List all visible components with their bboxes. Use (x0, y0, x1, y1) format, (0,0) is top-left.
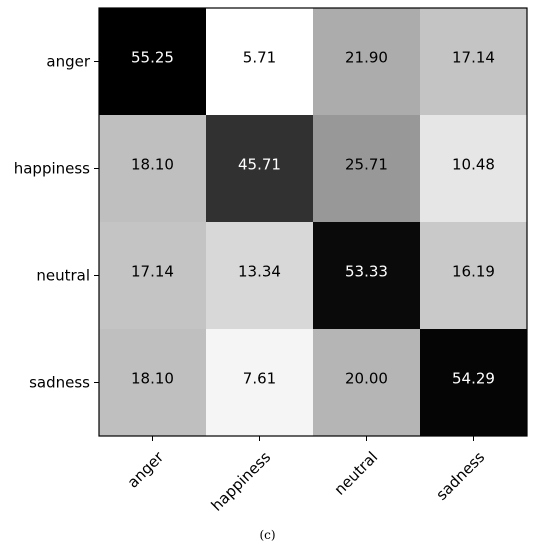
heatmap-cell (206, 329, 314, 437)
cell-value-label: 13.34 (238, 263, 281, 281)
cell-value-label: 25.71 (345, 156, 388, 174)
heatmap-cell (313, 8, 421, 116)
cell-value-label: 17.14 (452, 49, 495, 67)
cell-value-label: 18.10 (131, 156, 174, 174)
cell-value-label: 5.71 (243, 49, 276, 67)
cell-value-label: 16.19 (452, 263, 495, 281)
plot-frame (98, 7, 528, 437)
x-tick-label: sadness (432, 448, 488, 504)
heatmap-cell (313, 329, 421, 437)
figure-caption: (c) (259, 528, 276, 542)
heatmap-cell (206, 222, 314, 330)
cell-value-label: 53.33 (345, 263, 388, 281)
heatmap-cell (99, 8, 207, 116)
cell-value-label: 20.00 (345, 370, 388, 388)
y-tick-label: anger (46, 53, 90, 71)
cell-value-label: 54.29 (452, 370, 495, 388)
cell-value-label: 10.48 (452, 156, 495, 174)
heatmap-cell (420, 329, 528, 437)
heatmap-cell (313, 222, 421, 330)
heatmap-cell (206, 8, 314, 116)
heatmap-cells (99, 8, 528, 437)
x-tick-label: neutral (331, 448, 382, 499)
heatmap-cell (420, 8, 528, 116)
x-tick-label: happiness (208, 448, 275, 515)
x-axis-ticks: anger happiness neutral sadness (124, 436, 488, 515)
y-tick-label: sadness (29, 374, 90, 392)
heatmap-cell (206, 115, 314, 223)
cell-value-label: 21.90 (345, 49, 388, 67)
cell-value-label: 17.14 (131, 263, 174, 281)
heatmap-cell (99, 329, 207, 437)
cell-value-label: 18.10 (131, 370, 174, 388)
y-tick-label: happiness (14, 160, 90, 178)
y-tick-label: neutral (36, 267, 90, 285)
heatmap-cell (99, 222, 207, 330)
heatmap-cell (99, 115, 207, 223)
cell-value-label: 55.25 (131, 49, 174, 67)
heatmap-cell (420, 115, 528, 223)
heatmap-cell (420, 222, 528, 330)
heatmap-cell-labels: 55.25 5.71 21.90 17.14 18.10 45.71 25.71 10.48 1… (131, 49, 495, 388)
heatmap-cell (313, 115, 421, 223)
x-tick-label: anger (124, 447, 168, 491)
cell-value-label: 7.61 (243, 370, 276, 388)
y-axis-ticks: anger happiness neutral sadness (14, 53, 99, 392)
cell-value-label: 45.71 (238, 156, 281, 174)
